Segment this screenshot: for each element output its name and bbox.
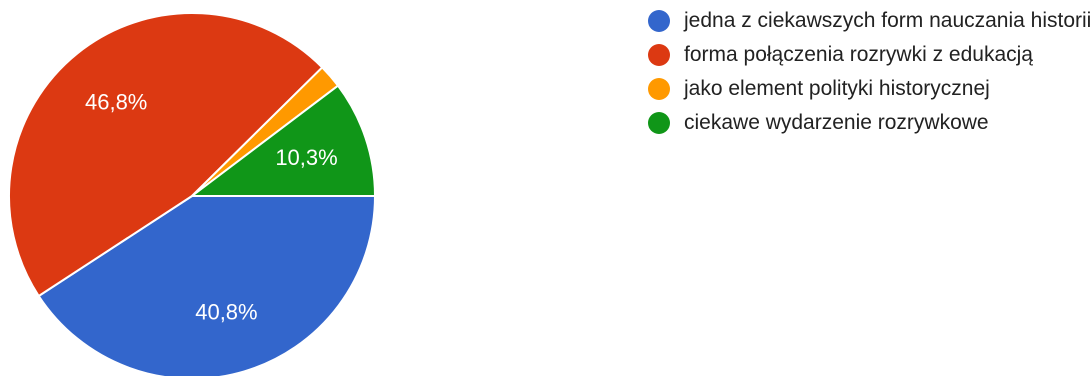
legend-item-3[interactable]: ciekawe wydarzenie rozrywkowe xyxy=(646,108,1092,138)
legend-swatch-0 xyxy=(648,10,670,32)
pie-slice-3[interactable] xyxy=(189,84,377,197)
pie-slice-0[interactable] xyxy=(37,195,377,376)
legend-swatch-1 xyxy=(648,44,670,66)
legend-item-0[interactable]: jedna z ciekawszych form nauczania histo… xyxy=(646,6,1092,36)
slice-label-3: 10,3% xyxy=(275,145,337,170)
legend-label-3: ciekawe wydarzenie rozrywkowe xyxy=(684,111,989,134)
slice-label-1: 46,8% xyxy=(85,89,147,114)
legend-swatch-3 xyxy=(648,112,670,134)
legend-label-2: jako element polityki historycznej xyxy=(684,77,990,100)
pie-slice-1[interactable] xyxy=(8,12,324,298)
legend-item-1[interactable]: forma połączenia rozrywki z edukacją xyxy=(646,40,1092,70)
legend-label-0: jedna z ciekawszych form nauczania histo… xyxy=(684,9,1092,32)
legend-item-2[interactable]: jako element polityki historycznej xyxy=(646,74,1092,104)
legend-label-1: forma połączenia rozrywki z edukacją xyxy=(684,43,1033,66)
pie-svg: 40,8% 46,8% 10,3% xyxy=(8,12,377,376)
legend: jedna z ciekawszych form nauczania histo… xyxy=(646,6,1092,142)
slice-label-0: 40,8% xyxy=(195,299,257,324)
legend-swatch-2 xyxy=(648,78,670,100)
